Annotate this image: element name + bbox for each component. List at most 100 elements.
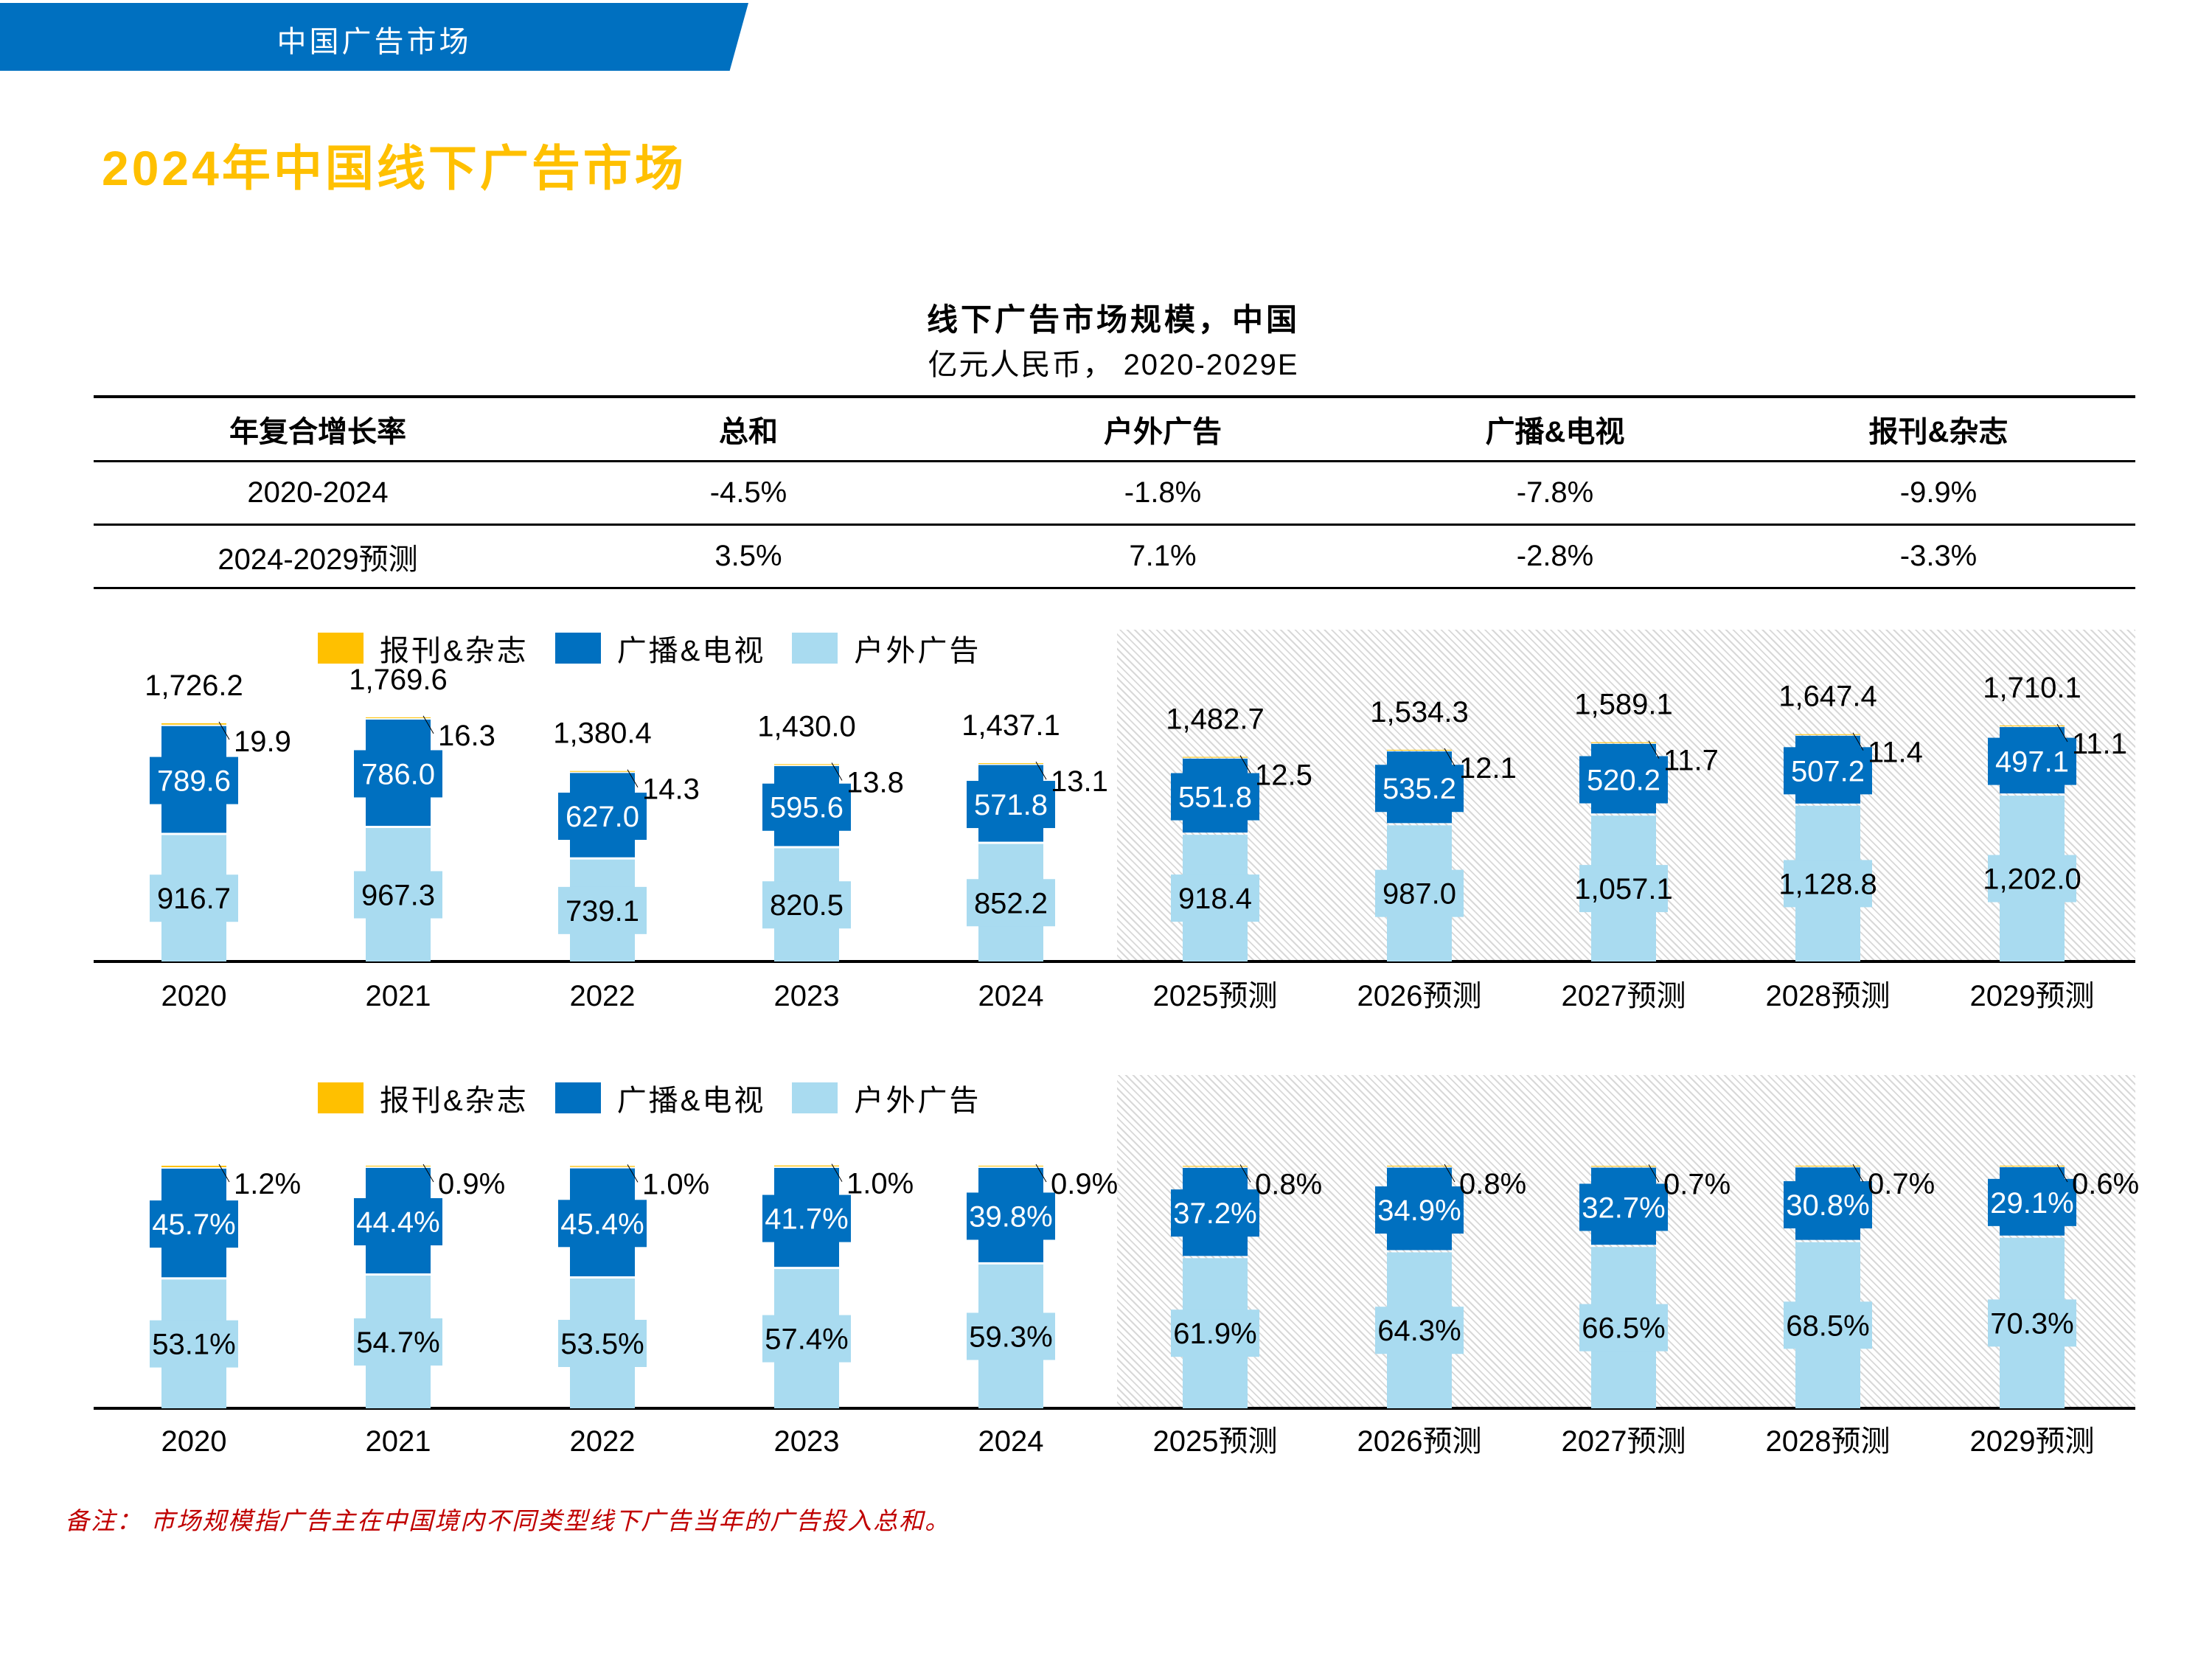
legend-item-press: 报刊&杂志 <box>318 627 529 669</box>
leader-line-press <box>627 1164 639 1183</box>
label-broadcast: 30.8% <box>1786 1189 1869 1222</box>
table-header: 总和 <box>719 416 778 448</box>
label-broadcast: 45.7% <box>152 1208 235 1241</box>
label-broadcast: 44.4% <box>356 1206 439 1239</box>
chart-subtitle: 亿元人民币， 2020-2029E <box>928 349 1299 381</box>
table-cell: 7.1% <box>1129 540 1197 572</box>
label-broadcast-bg <box>1784 747 1872 795</box>
x-tick-label: 2023 <box>774 980 840 1012</box>
label-outdoor: 54.7% <box>356 1326 439 1359</box>
label-total: 1,482.7 <box>1166 703 1264 736</box>
bar-press <box>366 717 431 718</box>
x-tick-label: 2025预测 <box>1153 1425 1278 1458</box>
label-total: 1,380.4 <box>553 717 651 750</box>
label-broadcast: 45.4% <box>560 1208 644 1240</box>
label-total: 1,589.1 <box>1574 689 1672 721</box>
leader-line-press <box>422 715 434 734</box>
label-outdoor-bg <box>1375 869 1464 917</box>
label-press: 11.4 <box>1868 737 1923 769</box>
table-row: 2020-2024 -4.5% -1.8% -7.8% -9.9% <box>94 462 2135 526</box>
leader-line-press <box>1444 748 1455 767</box>
x-tick-label: 2020 <box>161 980 227 1012</box>
legend-label: 户外广告 <box>854 635 981 667</box>
label-broadcast-bg <box>558 1200 647 1248</box>
table-cell: -4.5% <box>709 476 787 509</box>
section-banner: 中国广告市场 <box>0 3 748 71</box>
x-tick-label: 2028预测 <box>1766 1425 1891 1458</box>
label-press: 12.1 <box>1459 752 1517 785</box>
label-outdoor: 967.3 <box>361 880 435 912</box>
label-broadcast-bg <box>967 1192 1055 1240</box>
leader-line-press <box>831 1164 843 1182</box>
table-cell: -3.3% <box>1899 540 1978 572</box>
legend-item-broadcast: 广播&电视 <box>554 1077 766 1119</box>
label-outdoor-bg <box>1375 1307 1464 1354</box>
leader-line-press <box>1852 732 1864 751</box>
legend-item-broadcast: 广播&电视 <box>554 627 766 669</box>
leader-line-press <box>1444 1164 1455 1183</box>
label-broadcast: 37.2% <box>1173 1197 1256 1230</box>
label-broadcast: 520.2 <box>1587 765 1660 797</box>
legend-item-outdoor: 户外广告 <box>792 1077 981 1119</box>
legend-swatch <box>318 633 364 664</box>
x-tick-label: 2029预测 <box>1970 980 2095 1012</box>
label-outdoor: 1,202.0 <box>1983 863 2081 896</box>
cagr-table: 年复合增长率 总和 户外广告 广播&电视 报刊&杂志 2020-2024 -4.… <box>94 395 2135 589</box>
label-outdoor-bg <box>1988 1299 2076 1347</box>
leader-line-press <box>1852 1164 1864 1183</box>
leader-line-press <box>218 1164 230 1183</box>
label-broadcast-bg <box>1988 1178 2076 1226</box>
label-outdoor-bg <box>1579 865 1668 913</box>
label-broadcast-bg <box>1375 765 1464 813</box>
label-broadcast-bg <box>967 781 1055 829</box>
leader-line-press <box>1035 761 1047 780</box>
label-broadcast: 627.0 <box>566 801 639 833</box>
label-broadcast: 507.2 <box>1791 755 1865 787</box>
x-tick-label: 2028预测 <box>1766 980 1891 1012</box>
label-outdoor-bg <box>1784 860 1872 908</box>
label-press: 0.9% <box>438 1168 505 1200</box>
label-outdoor: 820.5 <box>770 889 844 922</box>
label-press: 0.8% <box>1459 1168 1526 1200</box>
label-outdoor: 918.4 <box>1178 883 1252 915</box>
label-outdoor: 61.9% <box>1173 1318 1256 1350</box>
table-cell: -9.9% <box>1899 476 1978 509</box>
x-tick-label: 2021 <box>366 1425 431 1458</box>
label-broadcast: 29.1% <box>1990 1187 2073 1220</box>
label-broadcast: 34.9% <box>1377 1194 1461 1227</box>
label-broadcast-bg <box>1171 773 1259 821</box>
label-press: 14.3 <box>642 773 700 806</box>
table-cell: 2020-2024 <box>247 476 389 509</box>
label-broadcast: 535.2 <box>1382 773 1456 805</box>
x-tick-label: 2026预测 <box>1357 980 1482 1012</box>
legend-item-press: 报刊&杂志 <box>318 1077 529 1119</box>
label-press: 12.5 <box>1255 759 1312 792</box>
leader-line-press <box>422 1164 434 1183</box>
chart-title: 线下广告市场规模，中国 <box>926 302 1300 337</box>
label-total: 1,437.1 <box>961 709 1060 742</box>
bar-press <box>1591 742 1656 743</box>
label-outdoor-bg <box>558 1319 647 1367</box>
label-press: 0.8% <box>1255 1168 1322 1200</box>
label-total: 1,534.3 <box>1370 696 1468 728</box>
label-broadcast: 551.8 <box>1178 782 1252 814</box>
leader-line-press <box>831 762 843 781</box>
leader-line-press <box>627 769 639 787</box>
label-outdoor-bg <box>1579 1304 1668 1352</box>
legend-label: 广播&电视 <box>616 1085 766 1117</box>
label-outdoor: 1,057.1 <box>1574 873 1672 905</box>
label-broadcast-bg <box>1988 737 2076 785</box>
label-outdoor-bg <box>150 874 238 922</box>
label-broadcast-bg <box>762 1194 851 1242</box>
label-outdoor: 53.1% <box>152 1329 235 1361</box>
label-broadcast-bg <box>1579 1183 1668 1231</box>
label-broadcast: 571.8 <box>974 789 1048 821</box>
label-press: 16.3 <box>438 720 495 752</box>
label-outdoor: 53.5% <box>560 1328 644 1360</box>
label-press: 11.7 <box>1663 745 1719 777</box>
label-outdoor: 987.0 <box>1382 878 1456 911</box>
legend-swatch <box>792 633 838 664</box>
leader-line-press <box>1239 755 1251 773</box>
bar-press <box>161 1166 226 1167</box>
